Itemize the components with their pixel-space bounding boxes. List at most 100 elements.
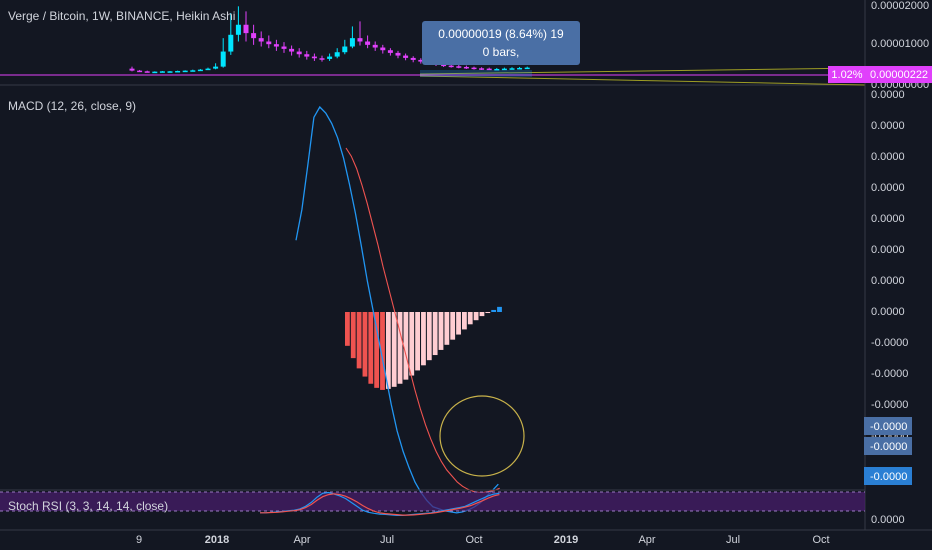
hist-bar [485,312,491,314]
candle-body [448,65,454,68]
pct-badge: 1.02% [831,69,862,81]
candle-body [167,71,173,73]
candle-body [479,68,485,70]
candle-body [175,70,181,73]
price-candles [129,6,530,74]
annotation-circle[interactable] [439,395,525,477]
hist-bar [374,312,380,388]
hist-bar [421,312,426,366]
hist-bar [380,312,385,390]
candle-body [410,57,416,60]
hist-bar [438,312,444,350]
price-tick-1: 0.00002000 [871,0,929,12]
measure-box[interactable] [420,70,532,77]
candle-body [144,71,150,73]
measure-tooltip: 0.00000019 (8.64%) 19 0 bars, [422,21,580,65]
tooltip-line-1: 0.00000019 (8.64%) 19 [438,27,564,41]
macd-tick: -0.0000 [871,368,908,380]
macd-tick: 0.0000 [871,213,905,225]
time-labels: 9 2018 Apr Jul Oct 2019 Apr Jul Oct [136,534,830,546]
candle-body [243,24,249,34]
time-label: 2018 [205,534,229,546]
hist-bar [491,309,497,312]
hist-bar [473,312,479,321]
macd-badge-bg-2 [864,437,912,455]
hist-bar [456,312,461,335]
candle-body [418,59,424,62]
candle-body [372,44,378,48]
candle-body [395,52,401,56]
pct-badge-bg [828,66,866,83]
candle-body [296,51,302,55]
stoch-k-line [260,491,500,516]
macd-tick: 0.0000 [871,275,905,287]
price-axis[interactable]: 0.00002000 0.00001000 0.00000000 1.02% 0… [828,0,932,530]
candle-body [152,71,158,74]
trendline-upper[interactable] [419,67,866,75]
candle-body [304,54,310,57]
stoch-label: Stoch RSI (3, 3, 14, 14, close) [8,499,168,513]
candle-body [289,48,295,52]
candle-body [182,70,188,73]
candle-body [441,64,447,67]
macd-badge-bg-1 [864,417,912,435]
candle-body [258,38,264,42]
price-badge: 0.00000222 [870,69,928,81]
hist-bar [391,312,397,387]
candle-body [129,68,135,71]
macd-tick: 0.0000 [871,120,905,132]
candle-body [403,55,409,58]
macd-axis: 0.0000 0.0000 0.0000 0.0000 0.0000 0.0000 0.00… [871,89,908,442]
hist-bar [385,312,391,389]
time-axis[interactable]: 9 2018 Apr Jul Oct 2019 Apr Jul Oct [0,529,932,546]
candle-body [357,38,363,42]
candle-body [159,71,165,73]
macd-pane[interactable]: MACD (12, 26, close, 9) 0.00000.00000.00… [0,89,912,514]
macd-tick: 0.0000 [871,151,905,163]
candle-body [311,56,317,59]
trendline-lower[interactable] [419,75,866,86]
candle-body [501,68,507,71]
hist-bar [497,306,502,312]
candle-body [517,67,523,70]
candle-body [273,44,279,47]
candle-body [349,38,355,47]
stoch-d-line [260,493,500,516]
hist-bar [462,312,467,330]
candle-body [281,46,287,49]
hist-bar [479,312,485,317]
hist-bar [426,312,432,361]
time-label: Oct [812,534,829,546]
candle-body [213,66,219,69]
macd-tick: -0.0000 [871,337,908,349]
time-label: Oct [465,534,482,546]
hist-bar [450,312,456,340]
candle-body [220,51,226,67]
macd-badges: -0.0000 -0.0000 -0.0000 [864,417,912,485]
stoch-tick: 0.0000 [871,514,905,526]
candle-body [524,67,530,70]
macd-badge-1: -0.0000 [870,421,907,433]
macd-histogram [345,306,502,390]
macd-tick: -0.0000 [871,399,908,411]
macd-tick: 0.0000 [871,244,905,256]
macd-tick: 0.0000 [871,306,905,318]
stoch-pane[interactable]: Stoch RSI (3, 3, 14, 14, close) 0.0000 [0,491,905,526]
price-pane[interactable]: Verge / Bitcoin, 1W, BINANCE, Heikin Ash… [0,6,866,86]
candle-body [266,41,272,45]
candle-body [190,70,196,72]
hist-bar [467,312,473,325]
hist-bar [415,312,420,371]
stoch-band [0,492,865,511]
hist-bar [362,312,368,377]
macd-badge-3: -0.0000 [870,471,907,483]
candle-body [486,68,492,71]
hist-bar [397,312,403,384]
time-label: Apr [293,534,310,546]
price-tick-2: 0.00001000 [871,38,929,50]
hist-bar [350,312,356,359]
macd-badge-2: -0.0000 [870,441,907,453]
candle-body [494,68,500,71]
candle-body [137,70,143,73]
